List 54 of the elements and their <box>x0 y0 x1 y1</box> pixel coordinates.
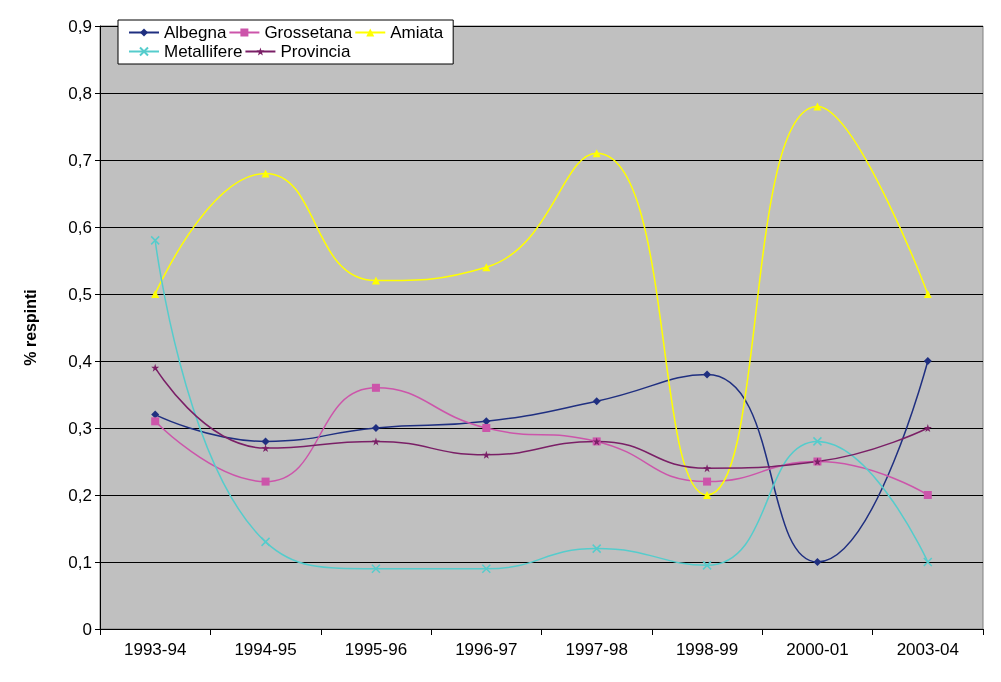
legend-label: Amiata <box>390 23 444 42</box>
point <box>923 424 932 432</box>
point <box>923 491 932 499</box>
y-tick-label: 0,8 <box>68 83 92 103</box>
point <box>591 543 602 554</box>
point <box>703 370 712 379</box>
y-tick-label: 0,1 <box>68 552 92 572</box>
legend-label: Metallifere <box>164 42 243 61</box>
y-tick-label: 0,7 <box>68 150 92 170</box>
point <box>703 464 712 473</box>
point <box>703 491 712 499</box>
point <box>260 537 271 547</box>
y-tick-label: 0,5 <box>68 284 92 304</box>
x-tick-label: 2000-01 <box>786 640 849 659</box>
y-tick-label: 0 <box>82 619 92 639</box>
legend-label: Grossetana <box>264 23 353 42</box>
point <box>923 357 932 365</box>
x-tick-label: 1996-97 <box>455 640 518 659</box>
point <box>923 557 933 567</box>
y-tick-label: 0,3 <box>68 418 92 438</box>
y-tick-label: 0,2 <box>68 485 92 505</box>
point <box>261 444 270 453</box>
point <box>261 477 270 486</box>
x-tick-label: 1993-94 <box>123 640 187 659</box>
x-tick-label: 1997-98 <box>565 640 628 659</box>
y-tick-label: 0,6 <box>68 217 92 237</box>
point <box>151 417 160 426</box>
point <box>261 437 270 446</box>
legend-label: Provincia <box>280 42 351 61</box>
y-tick-label: 0,4 <box>68 351 92 371</box>
point <box>481 563 492 574</box>
y-tick-label: 0,9 <box>68 16 92 36</box>
point <box>150 235 160 246</box>
point <box>151 363 160 372</box>
point <box>703 477 712 486</box>
point <box>371 276 380 285</box>
point <box>371 424 380 432</box>
y-axis-title: % respinti <box>21 289 39 366</box>
point <box>371 383 380 392</box>
point <box>482 450 491 459</box>
point <box>812 436 823 447</box>
x-tick-label: 2003-04 <box>896 640 960 659</box>
point <box>371 563 381 574</box>
x-tick-label: 1995-96 <box>344 640 408 659</box>
legend-label: Albegna <box>164 23 227 42</box>
point <box>702 560 712 571</box>
point <box>482 424 491 432</box>
point <box>813 558 822 566</box>
x-tick-label: 1998-99 <box>675 640 739 659</box>
point <box>151 290 160 298</box>
point <box>371 437 380 446</box>
point <box>923 290 932 298</box>
point <box>592 397 601 406</box>
x-tick-label: 1994-95 <box>234 640 297 659</box>
